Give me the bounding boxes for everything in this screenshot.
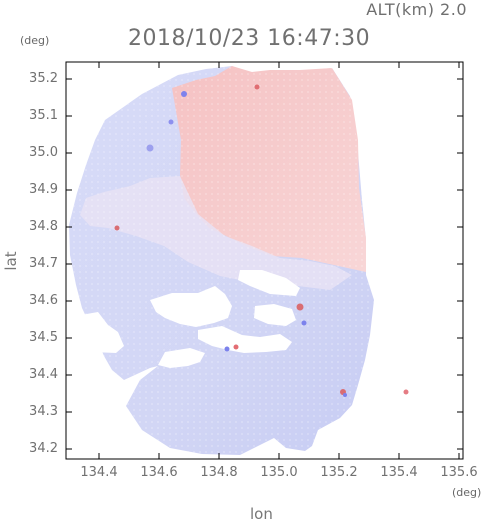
data-gap-5 (238, 270, 300, 296)
speckle-red-3 (296, 303, 304, 311)
x-tick-label: 134.4 (80, 465, 118, 480)
y-tick-label: 35.0 (29, 145, 58, 160)
timestamp-label: 2018/10/23 16:47:30 (128, 26, 371, 51)
x-tick-label: 134.8 (200, 465, 238, 480)
speckle-blue-4 (301, 320, 307, 326)
y-tick-label: 34.9 (29, 182, 58, 197)
speckle-blue-3 (146, 144, 154, 152)
x-axis-title: lon (250, 505, 273, 523)
data-gap-3 (158, 348, 205, 368)
y-tick-label: 34.7 (29, 256, 58, 271)
y-tick-label: 34.2 (29, 441, 58, 456)
y-tick-label: 34.6 (29, 293, 58, 308)
field-layer (66, 66, 409, 455)
altitude-label: ALT(km) 2.0 (366, 0, 467, 19)
y-ticks (66, 78, 463, 450)
x-tick-label: 135.4 (380, 465, 418, 480)
x-unit-label: (deg) (452, 486, 482, 499)
y-tick-label: 35.2 (29, 71, 58, 86)
plot-frame (65, 61, 464, 460)
x-ticks (98, 62, 460, 459)
data-gap-2 (198, 326, 292, 353)
speckle-red-5 (114, 225, 120, 231)
x-tick-label: 135.2 (320, 465, 358, 480)
speckle-blue-1 (181, 91, 187, 97)
speckle-blue-5 (224, 346, 230, 352)
data-gap-6 (254, 304, 296, 326)
speckle-blue-2 (168, 119, 174, 125)
y-tick-label: 34.5 (29, 330, 58, 345)
y-tick-label: 34.8 (29, 219, 58, 234)
x-tick-label: 135.0 (260, 465, 298, 480)
data-gap-1 (150, 286, 232, 327)
speckle-red-2 (233, 344, 239, 350)
y-tick-label: 34.4 (29, 367, 58, 382)
x-tick-label: 134.6 (140, 465, 178, 480)
y-tick-label: 35.1 (29, 108, 58, 123)
data-gap-4 (66, 312, 124, 353)
speckle-red-1 (254, 84, 260, 90)
y-tick-label: 34.3 (29, 404, 58, 419)
y-unit-label: (deg) (20, 34, 50, 47)
x-tick-label: 135.6 (440, 465, 478, 480)
speckle-blue-6 (343, 393, 347, 397)
speckle-red-6 (403, 389, 409, 395)
texture-overlay (69, 66, 374, 455)
